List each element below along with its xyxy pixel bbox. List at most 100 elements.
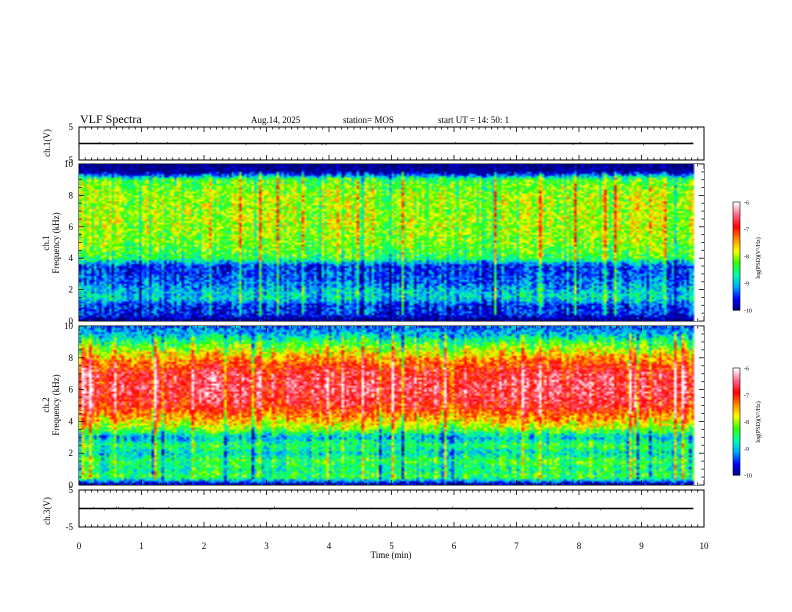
colorbar-segment: [733, 257, 740, 261]
colorbar-segment: [733, 444, 740, 448]
x-tick-label: 7: [514, 541, 519, 551]
colorbar-segment: [733, 376, 740, 380]
colorbar-segment: [733, 432, 740, 435]
colorbar-segment: [733, 247, 740, 250]
colorbar-segment: [733, 220, 740, 223]
colorbar-segment: [733, 211, 740, 214]
colorbar-segment: [733, 263, 740, 266]
ch2-colorbar: -6 -7 -8 -9 -10: [732, 367, 752, 480]
colorbar-tick-label: -9: [744, 282, 749, 288]
colorbar-segment: [733, 268, 740, 271]
colorbar-segment: [733, 387, 740, 390]
y-tick-label: -5: [66, 155, 74, 165]
colorbar-segment: [733, 243, 740, 246]
colorbar-segment: [733, 241, 740, 244]
colorbar-segment: [733, 400, 740, 403]
figure-title: VLF Spectra: [80, 112, 142, 126]
colorbar-segment: [733, 205, 740, 208]
colorbar-segment: [733, 382, 740, 385]
colorbar-segment: [733, 266, 740, 270]
colorbar-segment: [733, 401, 740, 405]
colorbar-segment: [733, 448, 740, 451]
colorbar-segment: [733, 473, 740, 476]
colorbar-segment: [733, 299, 740, 302]
colorbar-segment: [733, 239, 740, 243]
colorbar-segment: [733, 460, 740, 464]
ch2-spectrogram: [79, 326, 704, 485]
colorbar-segment: [733, 301, 740, 304]
colorbar-segment: [733, 283, 740, 286]
ch3-waveform: [79, 506, 694, 511]
colorbar-segment: [733, 265, 740, 268]
date-label: Aug.14, 2025: [251, 115, 301, 125]
colorbar-segment: [733, 414, 740, 417]
colorbar-segment: [733, 293, 740, 297]
colorbar-segment: [733, 221, 740, 225]
ch1-colorbar-label: log(PSD)(V²/Hz): [755, 237, 762, 278]
y-tick-label: 0: [69, 480, 74, 490]
y-tick-label: 0: [69, 316, 74, 326]
y-tick-label: 4: [69, 416, 74, 426]
x-tick-label: 5: [389, 541, 394, 551]
colorbar-segment: [733, 410, 740, 414]
colorbar-segment: [733, 428, 740, 432]
colorbar-segment: [733, 284, 740, 288]
colorbar-segment: [733, 423, 740, 426]
colorbar-segment: [733, 256, 740, 259]
colorbar-segment: [733, 270, 740, 273]
colorbar-segment: [733, 392, 740, 396]
colorbar-segment: [733, 202, 740, 205]
colorbar-segment: [733, 450, 740, 453]
colorbar-segment: [733, 238, 740, 241]
colorbar-segment: [733, 277, 740, 280]
colorbar-segment: [733, 236, 740, 239]
colorbar-segment: [733, 394, 740, 398]
colorbar-segment: [733, 292, 740, 295]
colorbar-segment: [733, 229, 740, 232]
start-time-label: start UT = 14: 50: 1: [438, 115, 509, 125]
y-tick-label: 8: [69, 353, 74, 363]
colorbar-segment: [733, 232, 740, 235]
ch1-spec-ylabel-channel: ch.1: [41, 235, 51, 250]
x-tick-label: 8: [577, 541, 582, 551]
colorbar-frame: [732, 201, 741, 311]
colorbar-segment: [733, 230, 740, 234]
ch1-spectrogram: [79, 164, 704, 321]
colorbar-segment: [733, 426, 740, 430]
colorbar-tick-label: -8: [744, 255, 749, 261]
colorbar-segment: [733, 216, 740, 219]
colorbar-segment: [733, 297, 740, 300]
colorbar-segment: [733, 462, 740, 465]
colorbar-segment: [733, 295, 740, 298]
x-tick-label: 4: [327, 541, 332, 551]
y-tick-label: 10: [64, 159, 74, 169]
colorbar-segment: [733, 250, 740, 253]
colorbar-segment: [733, 227, 740, 230]
colorbar-segment: [733, 396, 740, 399]
ch3-wave-ylabel: ch.3(V): [42, 497, 52, 525]
colorbar-segment: [733, 248, 740, 252]
ch1-waveform: [79, 141, 694, 146]
colorbar-tick-label: -6: [744, 201, 749, 207]
y-tick-label: 10: [64, 321, 74, 331]
colorbar-segment: [733, 416, 740, 419]
colorbar-segment: [733, 375, 740, 378]
colorbar-segment: [733, 451, 740, 455]
ch1-colorbar: -6 -7 -8 -9 -10: [732, 201, 752, 315]
ch1-wave-ylabel: ch.1(V): [42, 129, 52, 157]
spectrogram-image: [79, 326, 704, 485]
colorbar-segment: [733, 409, 740, 412]
colorbar-segment: [733, 389, 740, 392]
ch1-spec-ylabel-freq: Frequency (kHz): [51, 212, 61, 273]
colorbar-segment: [733, 380, 740, 383]
colorbar-segment: [733, 288, 740, 291]
colorbar-tick-label: -7: [744, 393, 749, 399]
colorbar-segment: [733, 371, 740, 374]
colorbar-frame: [732, 367, 741, 476]
colorbar-segment: [733, 302, 740, 306]
colorbar-segment: [733, 469, 740, 473]
colorbar-segment: [733, 446, 740, 449]
x-tick-label: 9: [639, 541, 644, 551]
colorbar-segment: [733, 286, 740, 289]
colorbar-tick-label: -10: [744, 309, 752, 315]
